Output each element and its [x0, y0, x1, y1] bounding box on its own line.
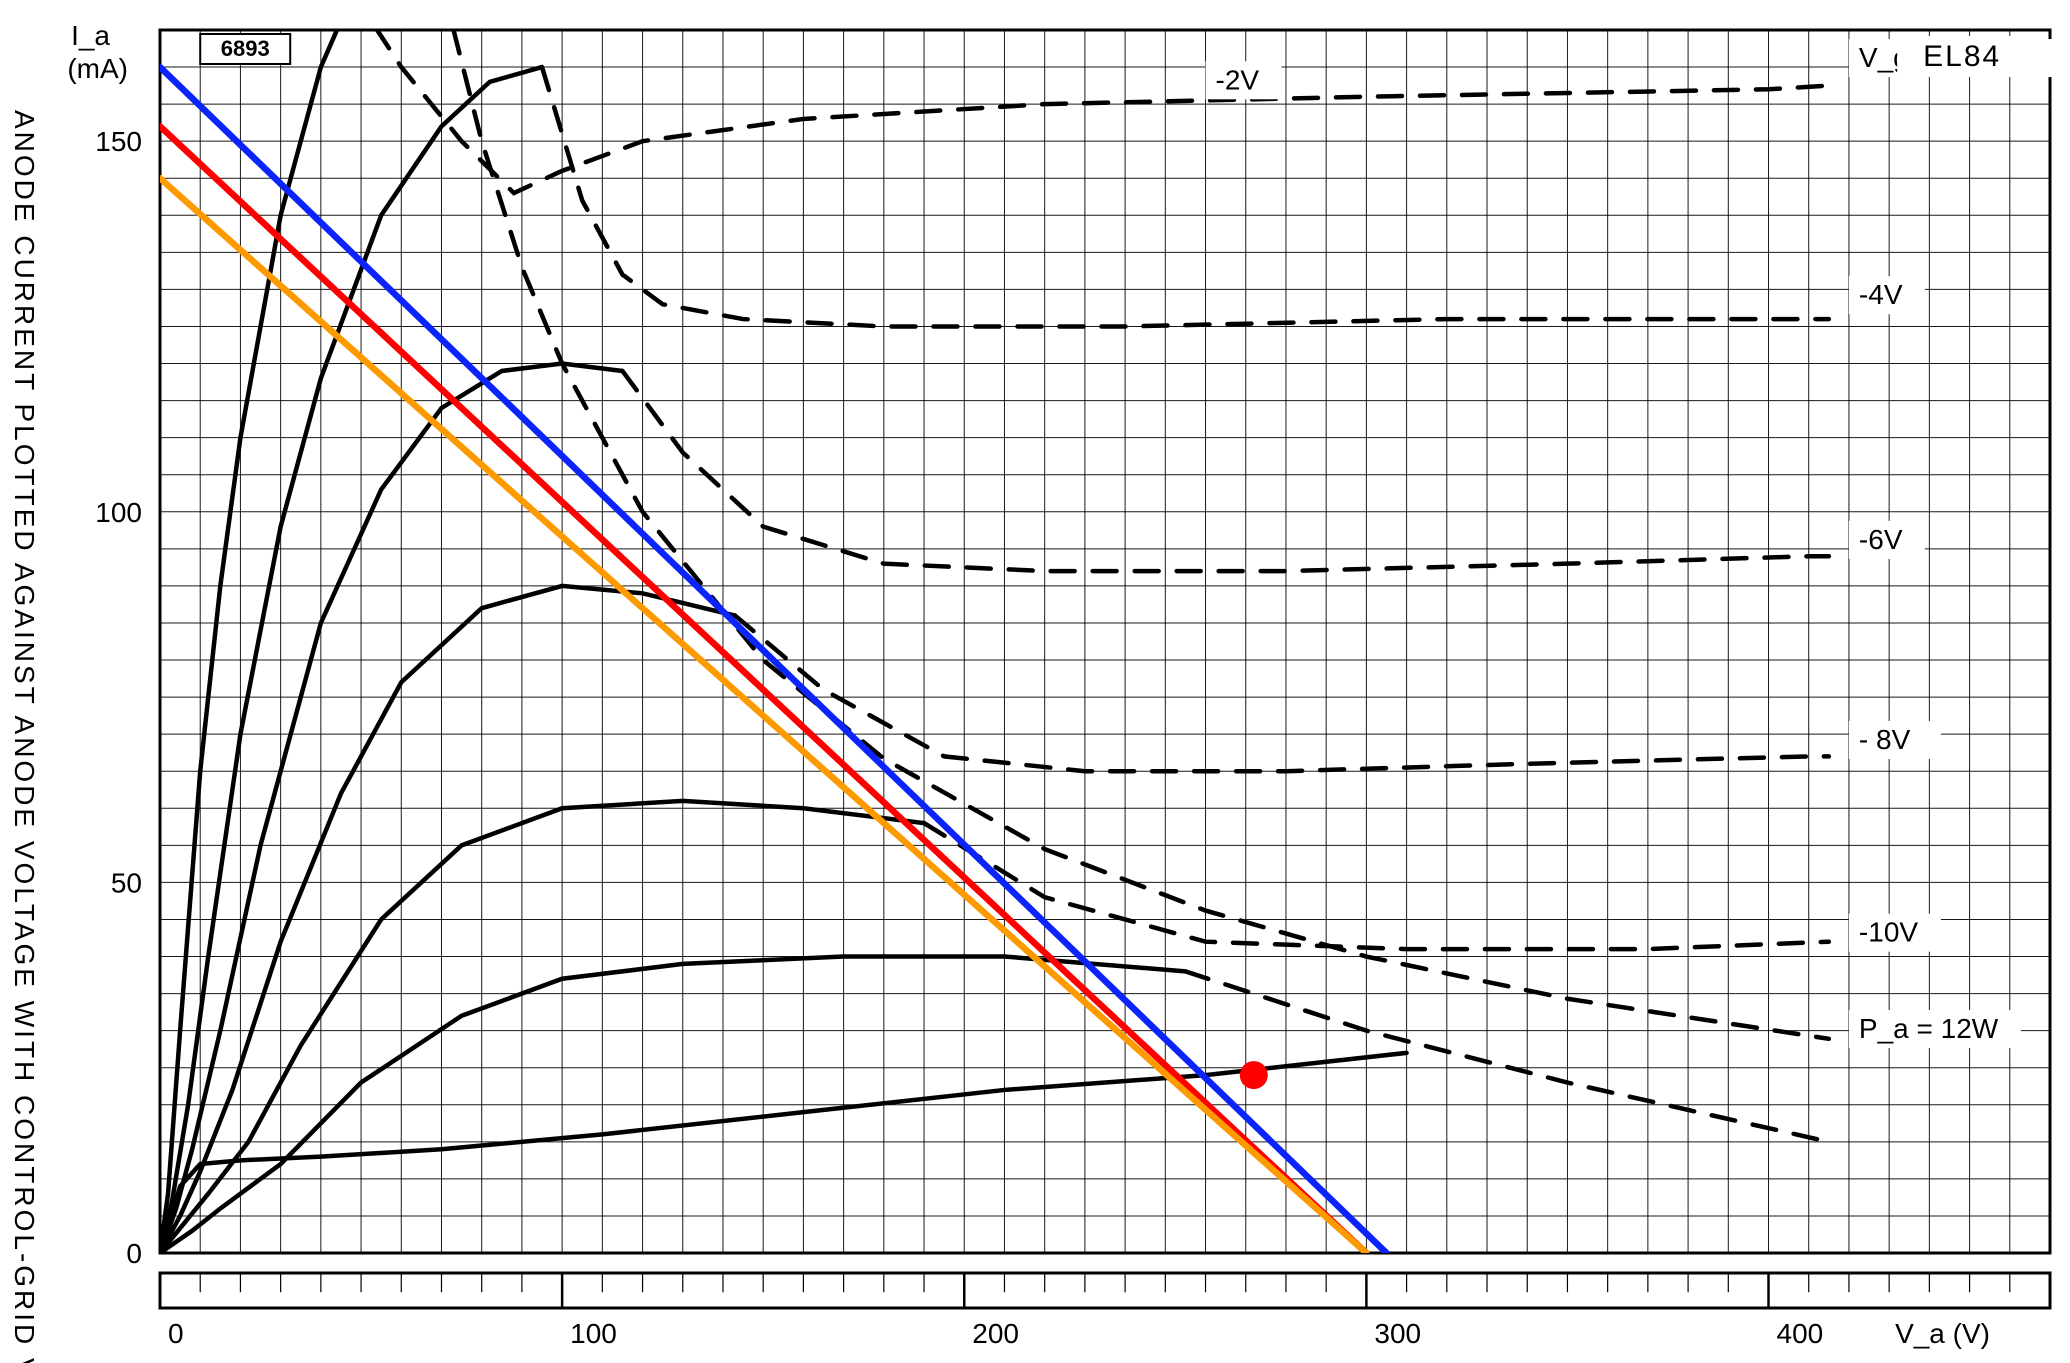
x-tick-label: 200 — [972, 1318, 1019, 1349]
x-tick-label: 0 — [168, 1318, 184, 1349]
tube-type-label: EL84 — [1923, 40, 2001, 73]
curve-label: -4V — [1859, 279, 1903, 310]
curve-label--2v: -2V — [1216, 64, 1260, 95]
x-axis-label: V_a (V) — [1895, 1318, 1990, 1349]
y-axis-unit: (mA) — [67, 53, 128, 84]
y-tick-label: 0 — [126, 1238, 142, 1269]
side-caption: ANODE CURRENT PLOTTED AGAINST ANODE VOLT… — [8, 110, 40, 1363]
curve-label: P_a = 12W — [1859, 1013, 1999, 1044]
curve-label: -6V — [1859, 524, 1903, 555]
curve-label: - 8V — [1859, 724, 1911, 755]
x-tick-label: 300 — [1374, 1318, 1421, 1349]
x-tick-label: 400 — [1777, 1318, 1824, 1349]
figure-number: 6893 — [221, 36, 270, 61]
operating-point-marker — [1240, 1061, 1268, 1089]
y-tick-label: 100 — [95, 497, 142, 528]
anode-characteristics-chart: 0 100 200 300 400 V_a (V) 0 50 100 150 I_a(mA) -4V -… — [0, 0, 2070, 1363]
y-tick-label: 150 — [95, 126, 142, 157]
x-tick-label: 100 — [570, 1318, 617, 1349]
curve-label: -10V — [1859, 917, 1918, 948]
y-axis-label: I_a — [71, 20, 110, 51]
y-tick-label: 50 — [111, 867, 142, 898]
